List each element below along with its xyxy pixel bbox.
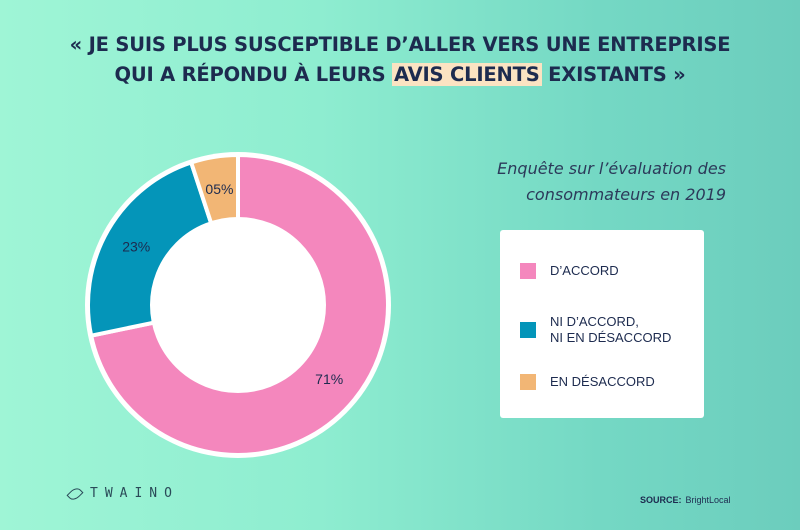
legend-item-disagree: EN DÉSACCORD (520, 374, 655, 390)
chart-title: « JE SUIS PLUS SUSCEPTIBLE D’ALLER VERS … (0, 30, 800, 90)
donut-inner-ring (150, 217, 326, 393)
source-value: BrightLocal (685, 495, 731, 505)
leaf-icon (66, 485, 84, 502)
legend: D’ACCORD NI D’ACCORD, NI EN DÉSACCORD EN… (500, 230, 704, 418)
source-note: SOURCE: BrightLocal (640, 495, 731, 505)
title-line-2: QUI A RÉPONDU À LEURS AVIS CLIENTS EXIST… (0, 60, 800, 90)
legend-label-agree: D’ACCORD (550, 263, 619, 278)
legend-swatch-disagree (520, 374, 536, 390)
title-line-1: « JE SUIS PLUS SUSCEPTIBLE D’ALLER VERS … (69, 33, 731, 56)
label-disagree: 05% (205, 181, 233, 197)
legend-swatch-neutral (520, 322, 536, 338)
legend-label-disagree: EN DÉSACCORD (550, 374, 655, 389)
label-neutral: 23% (122, 238, 150, 254)
title-highlight: AVIS CLIENTS (392, 63, 542, 86)
label-agree: 71% (315, 371, 343, 387)
legend-item-neutral: NI D’ACCORD, NI EN DÉSACCORD (520, 314, 671, 346)
title-line-2-start: QUI A RÉPONDU À LEURS (114, 63, 393, 86)
legend-swatch-agree (520, 263, 536, 279)
logo-text: TWAINO (90, 486, 179, 501)
source-label: SOURCE: (640, 495, 682, 505)
legend-label-neutral: NI D’ACCORD, NI EN DÉSACCORD (550, 314, 672, 345)
title-line-2-end: EXISTANTS » (541, 63, 686, 86)
donut-slices (85, 152, 391, 458)
chart-subtitle: Enquête sur l’évaluation des consommateu… (497, 159, 726, 204)
donut-labels: 71% 23% 05% (122, 181, 343, 387)
twaino-logo: TWAINO (66, 485, 179, 502)
legend-item-agree: D’ACCORD (520, 263, 619, 279)
